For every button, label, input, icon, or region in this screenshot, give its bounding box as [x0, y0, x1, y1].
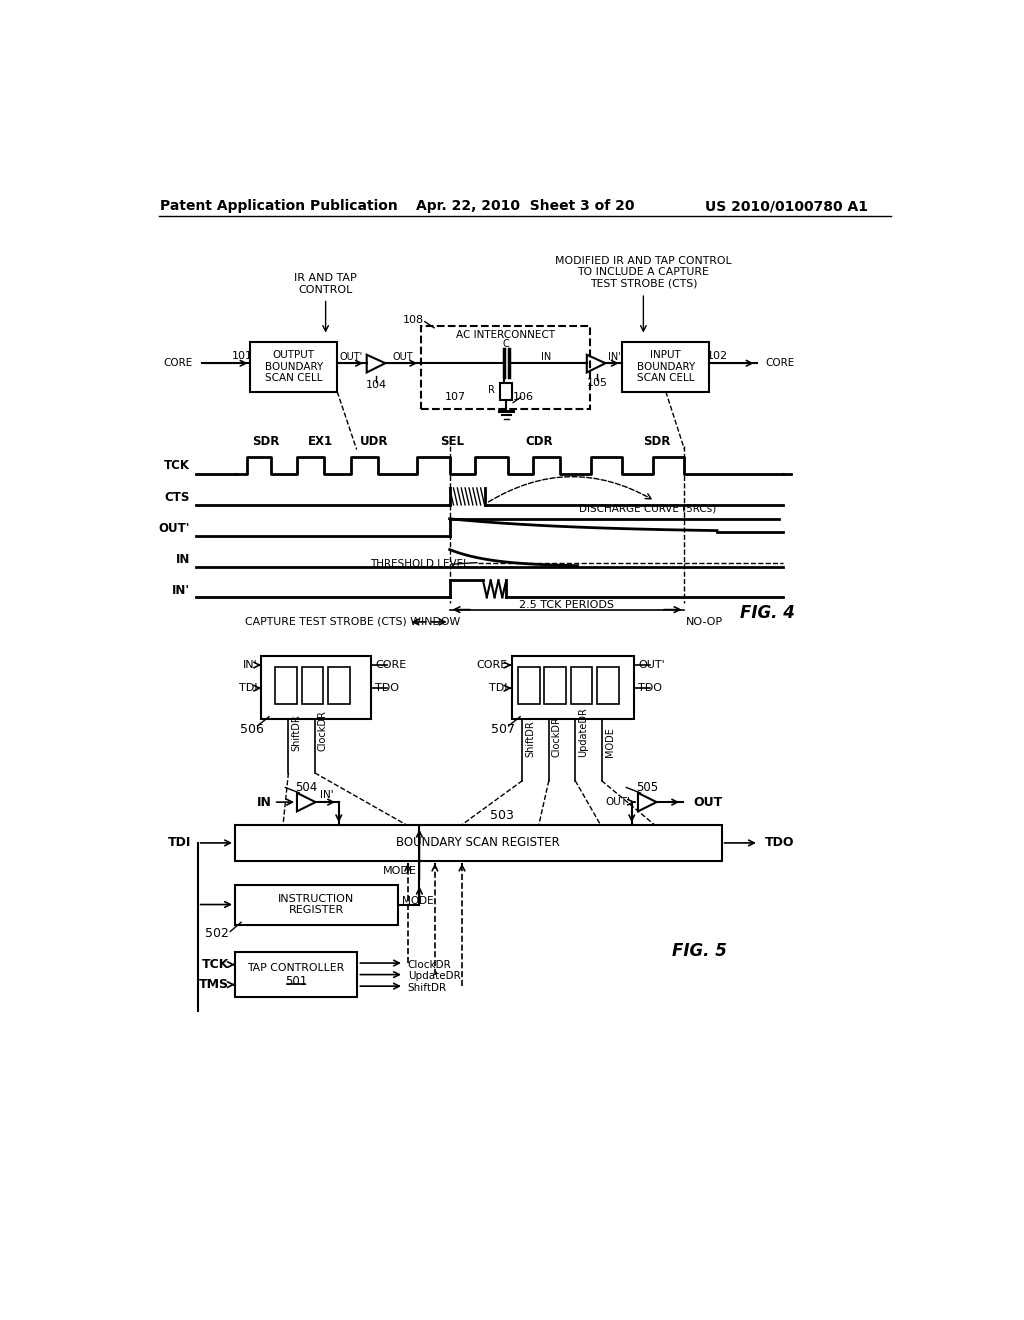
Text: 101: 101	[231, 351, 253, 362]
Bar	[597, 667, 618, 704]
Bar	[570, 667, 592, 704]
Text: TDO: TDO	[765, 837, 795, 850]
Text: SDR: SDR	[252, 436, 280, 449]
Text: ClockDR: ClockDR	[408, 960, 452, 970]
Text: IN': IN'	[319, 791, 333, 800]
Text: ShiftDR: ShiftDR	[408, 982, 446, 993]
Text: 2.5 TCK PERIODS: 2.5 TCK PERIODS	[519, 601, 614, 610]
Text: TDO: TDO	[638, 684, 662, 693]
Text: NO-OP: NO-OP	[686, 616, 723, 627]
Bar	[234, 952, 357, 997]
Text: CAPTURE TEST STROBE (CTS) WINDOW: CAPTURE TEST STROBE (CTS) WINDOW	[245, 616, 461, 627]
Text: TDI: TDI	[239, 684, 257, 693]
Bar	[275, 667, 297, 704]
Text: 108: 108	[402, 315, 424, 325]
Text: OUT': OUT'	[159, 523, 190, 536]
Bar	[234, 825, 722, 861]
Bar	[518, 667, 540, 704]
Text: TMS: TMS	[199, 978, 228, 991]
Text: UpdateDR: UpdateDR	[579, 708, 588, 758]
Bar	[251, 342, 337, 392]
Text: FIG. 4: FIG. 4	[740, 603, 795, 622]
Text: SEL: SEL	[440, 436, 464, 449]
Text: INPUT
BOUNDARY
SCAN CELL: INPUT BOUNDARY SCAN CELL	[637, 350, 695, 383]
Text: ClockDR: ClockDR	[317, 710, 328, 751]
Text: UDR: UDR	[360, 436, 389, 449]
Text: MODIFIED IR AND TAP CONTROL
TO INCLUDE A CAPTURE
TEST STROBE (CTS): MODIFIED IR AND TAP CONTROL TO INCLUDE A…	[555, 256, 732, 289]
Text: THRESHOLD LEVEL: THRESHOLD LEVEL	[370, 560, 469, 569]
Text: 104: 104	[366, 380, 387, 389]
Text: AC INTERCONNECT: AC INTERCONNECT	[456, 330, 555, 339]
Text: 502: 502	[205, 927, 228, 940]
Text: 505: 505	[636, 781, 658, 795]
Text: 506: 506	[240, 723, 264, 737]
Text: TDO: TDO	[375, 684, 399, 693]
Text: IN: IN	[257, 796, 272, 809]
Bar	[544, 667, 566, 704]
Text: CORE: CORE	[476, 660, 508, 671]
Text: TCK: TCK	[202, 958, 228, 972]
Text: 106: 106	[513, 392, 534, 403]
Text: MODE: MODE	[604, 727, 614, 758]
Text: IN: IN	[542, 352, 552, 362]
Text: ClockDR: ClockDR	[552, 717, 562, 758]
Text: OUT': OUT'	[340, 352, 362, 362]
Bar	[261, 656, 372, 719]
Text: OUT: OUT	[693, 796, 723, 809]
Bar	[500, 383, 512, 400]
Text: TDI: TDI	[489, 684, 508, 693]
Text: OUT': OUT'	[605, 797, 630, 807]
Text: EX1: EX1	[307, 436, 333, 449]
Text: US 2010/0100780 A1: US 2010/0100780 A1	[706, 199, 868, 213]
Text: R: R	[488, 385, 496, 395]
Text: MODE: MODE	[402, 896, 434, 907]
Text: 501: 501	[285, 975, 307, 989]
Text: CORE: CORE	[765, 358, 795, 368]
Text: BOUNDARY SCAN REGISTER: BOUNDARY SCAN REGISTER	[396, 837, 560, 850]
Text: MODE: MODE	[383, 866, 417, 876]
Text: CORE: CORE	[163, 358, 193, 368]
Text: 503: 503	[489, 809, 513, 822]
Text: 107: 107	[444, 392, 466, 403]
Text: IN': IN'	[172, 583, 190, 597]
Text: ShiftDR: ShiftDR	[292, 714, 301, 751]
Text: FIG. 5: FIG. 5	[672, 942, 727, 961]
Text: IN': IN'	[607, 352, 621, 362]
Text: IN: IN	[176, 553, 190, 566]
Bar	[512, 656, 634, 719]
Text: 507: 507	[492, 723, 515, 737]
Text: OUTPUT
BOUNDARY
SCAN CELL: OUTPUT BOUNDARY SCAN CELL	[265, 350, 323, 383]
Text: TDI: TDI	[168, 837, 191, 850]
Text: INSTRUCTION
REGISTER: INSTRUCTION REGISTER	[279, 894, 354, 915]
Bar	[421, 326, 590, 409]
Text: ShiftDR: ShiftDR	[525, 721, 536, 758]
Bar	[328, 667, 349, 704]
Text: CTS: CTS	[165, 491, 190, 504]
Text: SDR: SDR	[643, 436, 671, 449]
Text: Apr. 22, 2010  Sheet 3 of 20: Apr. 22, 2010 Sheet 3 of 20	[416, 199, 634, 213]
Text: 504: 504	[295, 781, 317, 795]
Text: Patent Application Publication: Patent Application Publication	[160, 199, 398, 213]
Text: C: C	[503, 339, 510, 348]
Text: TCK: TCK	[164, 459, 190, 473]
Text: OUT: OUT	[393, 352, 414, 362]
Text: 102: 102	[707, 351, 728, 362]
Text: DISCHARGE CURVE (5RCs): DISCHARGE CURVE (5RCs)	[579, 504, 717, 513]
Bar	[302, 667, 324, 704]
Text: IN': IN'	[243, 660, 257, 671]
Text: UpdateDR: UpdateDR	[408, 972, 461, 981]
Text: CORE: CORE	[375, 660, 407, 671]
Text: CDR: CDR	[525, 436, 553, 449]
Text: OUT': OUT'	[638, 660, 665, 671]
Text: 105: 105	[587, 379, 607, 388]
Bar	[234, 884, 397, 924]
Text: TAP CONTROLLER: TAP CONTROLLER	[248, 962, 345, 973]
Text: IR AND TAP
CONTROL: IR AND TAP CONTROL	[294, 273, 357, 294]
Bar	[623, 342, 710, 392]
